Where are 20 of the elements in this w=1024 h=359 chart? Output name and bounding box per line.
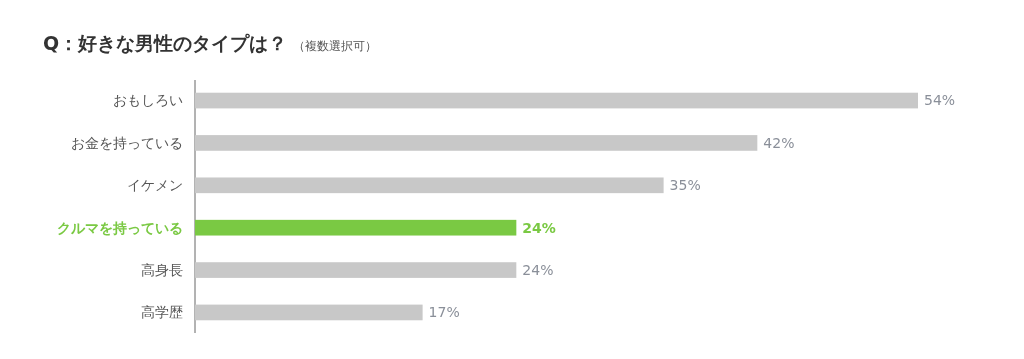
bar [195,92,918,109]
data-label: 35% [669,177,701,194]
y-tick-label: お金を持っている [71,134,183,151]
data-label: 42% [763,134,795,151]
data-label: 24% [522,219,556,236]
chart-title: Q：好きな男性のタイプは？ [43,32,288,54]
y-tick-label: 高学歴 [141,304,183,321]
y-tick-label: おもしろい [113,92,183,109]
bar [195,304,423,321]
y-tick-label: クルマを持っている [57,219,183,236]
data-label: 24% [522,261,554,278]
bar [195,135,758,151]
data-label: 54% [924,92,956,109]
chart-subtitle: （複数選択可） [293,39,378,53]
y-tick-label: イケメン [127,177,183,194]
bar [195,177,664,194]
y-tick-label: 高身長 [141,261,183,278]
data-label: 17% [428,304,460,321]
bar [195,219,517,236]
bar [195,262,517,278]
